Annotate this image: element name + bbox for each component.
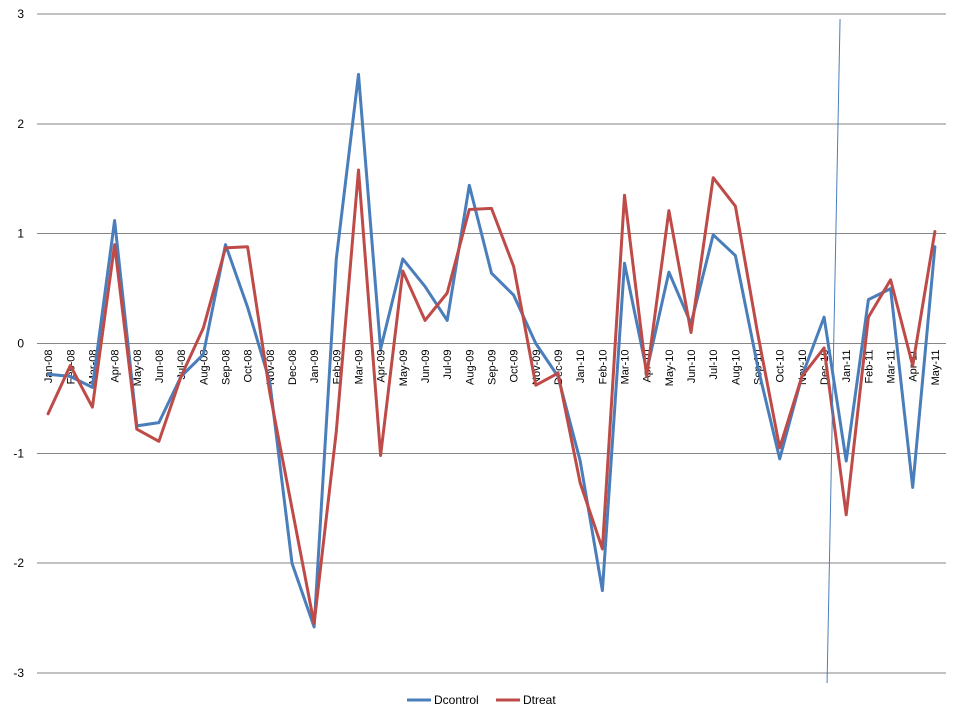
x-tick-label: Nov-10 bbox=[797, 350, 809, 385]
x-tick-label: Dec-08 bbox=[287, 350, 299, 385]
y-tick-label: -3 bbox=[13, 666, 24, 680]
x-tick-label: Jul-09 bbox=[442, 350, 454, 380]
series-line-dtreat bbox=[46, 168, 937, 626]
x-tick-label: Jun-08 bbox=[154, 350, 166, 384]
x-tick-label: Jul-10 bbox=[708, 350, 720, 380]
annotation-line bbox=[826, 18, 841, 684]
x-tick-label: Apr-09 bbox=[376, 350, 388, 383]
x-tick-label: Jan-10 bbox=[575, 350, 587, 384]
legend: Dcontrol Dtreat bbox=[407, 693, 556, 707]
y-axis-tick-labels: 3 2 1 0 -1 -2 -3 bbox=[13, 7, 24, 680]
x-tick-label: May-11 bbox=[930, 350, 942, 386]
legend-label-dtreat: Dtreat bbox=[523, 693, 556, 707]
x-tick-label: Jun-10 bbox=[686, 350, 698, 384]
x-tick-label: Mar-09 bbox=[353, 350, 365, 385]
x-tick-label: Mar-10 bbox=[620, 350, 632, 385]
x-tick-label: May-10 bbox=[664, 350, 676, 387]
x-tick-label: May-08 bbox=[132, 350, 144, 387]
y-tick-label: 2 bbox=[17, 117, 24, 131]
x-tick-label: Feb-10 bbox=[597, 350, 609, 385]
x-tick-label: Jan-09 bbox=[309, 350, 321, 384]
x-tick-label: May-09 bbox=[398, 350, 410, 387]
x-tick-label: Jan-08 bbox=[43, 350, 55, 384]
y-tick-label: -2 bbox=[13, 556, 24, 570]
x-tick-label: Oct-09 bbox=[509, 350, 521, 383]
x-tick-label: Jan-11 bbox=[841, 350, 853, 383]
x-tick-label: Aug-09 bbox=[464, 350, 476, 385]
legend-label-dcontrol: Dcontrol bbox=[434, 693, 479, 707]
x-tick-label: Jun-09 bbox=[420, 350, 432, 384]
x-tick-label: Oct-10 bbox=[775, 350, 787, 383]
y-tick-label: 0 bbox=[17, 337, 24, 351]
x-tick-label: Aug-10 bbox=[730, 350, 742, 385]
x-tick-label: Sep-08 bbox=[220, 350, 232, 385]
x-tick-label: Feb-11 bbox=[863, 350, 875, 384]
series-lines bbox=[46, 72, 937, 629]
x-tick-label: Apr-08 bbox=[110, 350, 122, 383]
x-tick-label: Sep-09 bbox=[487, 350, 499, 385]
x-tick-label: Mar-11 bbox=[886, 350, 898, 384]
x-tick-label: Oct-08 bbox=[243, 350, 255, 383]
y-tick-label: 1 bbox=[17, 227, 24, 241]
series-line-dcontrol bbox=[46, 72, 937, 629]
y-tick-label: 3 bbox=[17, 7, 24, 21]
annotation-vertical-line bbox=[826, 18, 841, 684]
y-tick-label: -1 bbox=[13, 446, 24, 460]
gridlines bbox=[37, 13, 946, 674]
